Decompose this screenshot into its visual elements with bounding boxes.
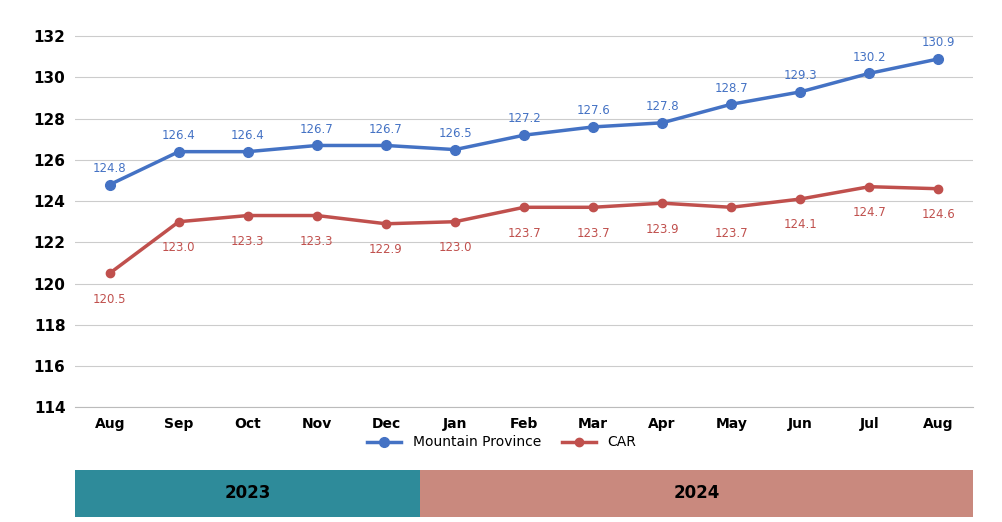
Mountain Province (794, 89, 806, 95)
Mountain Province (449, 147, 461, 153)
Text: 127.2: 127.2 (507, 112, 540, 125)
Mountain Province (380, 143, 392, 149)
CAR (863, 184, 875, 190)
Text: 123.7: 123.7 (713, 227, 747, 240)
Text: 2024: 2024 (672, 484, 719, 502)
Text: 128.7: 128.7 (713, 81, 747, 94)
Mountain Province (103, 182, 115, 188)
Text: 126.7: 126.7 (369, 123, 403, 136)
CAR (586, 204, 598, 210)
Text: 123.3: 123.3 (230, 235, 265, 248)
Text: 129.3: 129.3 (783, 69, 817, 82)
Mountain Province (172, 149, 184, 155)
Text: 126.7: 126.7 (300, 123, 334, 136)
Text: 124.8: 124.8 (93, 162, 126, 175)
Text: 123.0: 123.0 (162, 241, 195, 254)
Mountain Province (724, 101, 736, 108)
Bar (420, 470, 972, 517)
Text: 123.0: 123.0 (438, 241, 471, 254)
Mountain Province (932, 56, 944, 62)
CAR (103, 270, 115, 276)
Text: 2023: 2023 (224, 484, 271, 502)
Text: 122.9: 122.9 (369, 243, 403, 256)
CAR (517, 204, 529, 210)
CAR (794, 196, 806, 202)
Text: 124.6: 124.6 (921, 208, 954, 221)
CAR (724, 204, 736, 210)
CAR (311, 212, 323, 219)
Text: 126.4: 126.4 (230, 129, 265, 142)
Text: 126.5: 126.5 (438, 127, 471, 140)
CAR (449, 219, 461, 225)
Mountain Province (517, 132, 529, 138)
Text: 127.8: 127.8 (644, 100, 678, 113)
Mountain Province (241, 149, 254, 155)
Text: 123.3: 123.3 (300, 235, 334, 248)
Bar (75, 470, 420, 517)
CAR (380, 221, 392, 227)
Mountain Province (311, 143, 323, 149)
Text: 123.9: 123.9 (644, 222, 678, 235)
CAR (241, 212, 254, 219)
Mountain Province (863, 70, 875, 77)
Legend: Mountain Province, CAR: Mountain Province, CAR (361, 430, 641, 455)
Mountain Province (586, 124, 598, 130)
Text: 130.9: 130.9 (921, 36, 954, 49)
Text: 120.5: 120.5 (93, 293, 126, 306)
Text: 123.7: 123.7 (507, 227, 540, 240)
CAR (172, 219, 184, 225)
CAR (655, 200, 667, 206)
Text: 124.7: 124.7 (852, 206, 886, 219)
Text: 130.2: 130.2 (852, 51, 885, 64)
Line: Mountain Province: Mountain Province (105, 54, 942, 189)
CAR (932, 186, 944, 192)
Text: 126.4: 126.4 (161, 129, 195, 142)
Mountain Province (655, 120, 667, 126)
Text: 127.6: 127.6 (576, 104, 609, 117)
Text: 124.1: 124.1 (783, 219, 817, 231)
Line: CAR: CAR (105, 183, 942, 277)
Text: 123.7: 123.7 (576, 227, 609, 240)
